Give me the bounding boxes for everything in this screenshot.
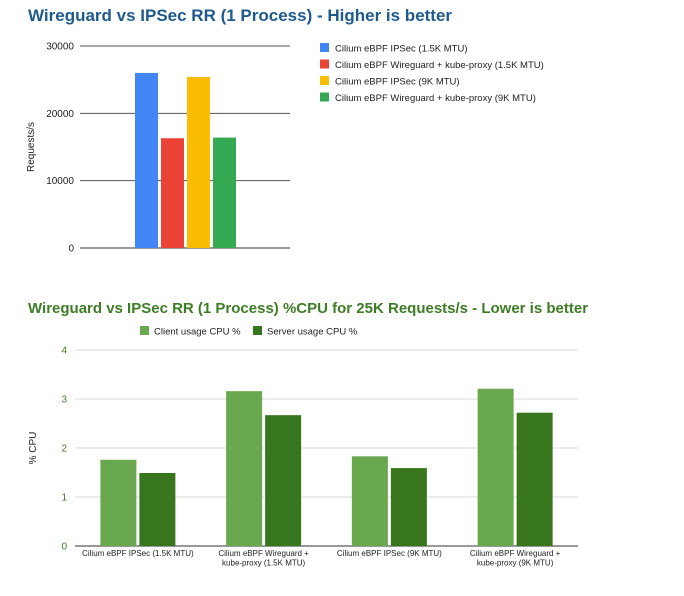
legend-label: Client usage CPU % bbox=[154, 327, 241, 338]
legend-label: Cilium eBPF Wireguard + kube-proxy (1.5K… bbox=[335, 60, 544, 71]
y-tick-label: 2 bbox=[61, 444, 67, 455]
requests-bar-chart: 0 10000 20000 30000 Requests/s Cilium eBPF IP… bbox=[26, 42, 544, 255]
legend-swatch bbox=[140, 326, 149, 335]
y-tick-label: 4 bbox=[61, 346, 67, 357]
x-tick-label: Cilium eBPF IPSec (1.5K MTU) bbox=[82, 549, 194, 558]
legend-swatch bbox=[253, 326, 262, 335]
legend-label: Cilium eBPF Wireguard + kube-proxy (9K M… bbox=[335, 93, 536, 104]
bar bbox=[390, 468, 427, 546]
x-tick-label: kube-proxy (9K MTU) bbox=[477, 559, 554, 568]
chart2-title: Wireguard vs IPSec RR (1 Process) %CPU f… bbox=[28, 300, 589, 317]
y-tick-label: 20000 bbox=[46, 109, 74, 120]
y-tick-label: 10000 bbox=[46, 176, 74, 187]
bar bbox=[161, 138, 184, 248]
y-axis-label: % CPU bbox=[28, 432, 39, 465]
legend-label: Server usage CPU % bbox=[267, 327, 358, 338]
chart1-title: Wireguard vs IPSec RR (1 Process) - High… bbox=[28, 6, 453, 25]
x-tick-label: kube-proxy (1.5K MTU) bbox=[222, 559, 305, 568]
legend-swatch bbox=[320, 92, 329, 102]
bar bbox=[351, 456, 388, 546]
y-tick-label: 30000 bbox=[46, 42, 74, 53]
bar bbox=[135, 72, 158, 248]
legend-swatch bbox=[320, 43, 329, 52]
bar bbox=[516, 412, 553, 546]
bar bbox=[477, 388, 514, 546]
y-tick-label: 0 bbox=[68, 244, 74, 255]
bar bbox=[139, 472, 176, 546]
y-tick-label: 1 bbox=[61, 493, 67, 504]
x-tick-label: Cilium eBPF Wireguard + bbox=[218, 549, 309, 558]
bar bbox=[100, 459, 137, 546]
y-axis-label: Requests/s bbox=[26, 122, 37, 172]
legend-label: Cilium eBPF IPSec (9K MTU) bbox=[335, 77, 460, 88]
bar bbox=[265, 415, 302, 546]
bar bbox=[213, 137, 236, 248]
legend-label: Cilium eBPF IPSec (1.5K MTU) bbox=[335, 44, 468, 55]
legend-swatch bbox=[320, 76, 329, 85]
x-tick-label: Cilium eBPF IPSec (9K MTU) bbox=[337, 549, 442, 558]
bar bbox=[187, 76, 210, 249]
y-tick-label: 3 bbox=[61, 395, 67, 406]
legend-swatch bbox=[320, 59, 329, 69]
x-tick-label: Cilium eBPF Wireguard + bbox=[470, 549, 561, 558]
bar bbox=[226, 391, 263, 546]
y-tick-label: 0 bbox=[61, 542, 67, 553]
